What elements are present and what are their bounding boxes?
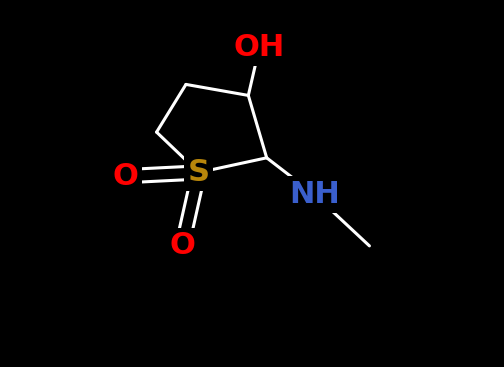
Text: O: O (169, 231, 195, 261)
Text: NH: NH (289, 180, 340, 209)
Text: OH: OH (234, 33, 285, 62)
Text: O: O (112, 161, 138, 191)
Text: S: S (188, 158, 210, 187)
